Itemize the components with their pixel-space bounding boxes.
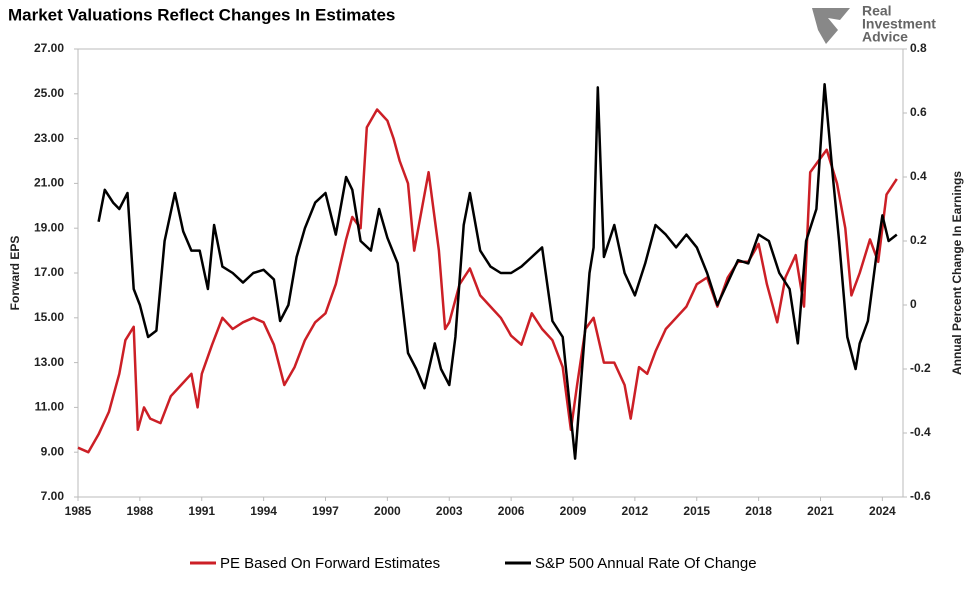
x-tick-label: 2012 [622, 504, 649, 518]
y2-tick-label: 0 [910, 297, 917, 311]
y-tick-label: 7.00 [41, 489, 65, 503]
line-series [77, 108, 898, 454]
y2-tick-label: 0.2 [910, 233, 927, 247]
legend-label: PE Based On Forward Estimates [220, 555, 440, 572]
legend-label: S&P 500 Annual Rate Of Change [535, 555, 757, 572]
line-series [97, 82, 898, 460]
y-tick-label: 27.00 [34, 41, 64, 55]
logo-mark [812, 8, 850, 44]
x-tick-label: 1985 [65, 504, 92, 518]
x-tick-label: 1997 [312, 504, 339, 518]
y-tick-label: 17.00 [34, 265, 64, 279]
x-tick-label: 2018 [745, 504, 772, 518]
chart-title: Market Valuations Reflect Changes In Est… [8, 5, 395, 24]
y-tick-label: 23.00 [34, 131, 64, 145]
y2-tick-label: 0.6 [910, 105, 927, 119]
x-tick-label: 2009 [560, 504, 587, 518]
x-tick-label: 1988 [127, 504, 154, 518]
y2-axis-label: Annual Percent Change In Earnings [950, 171, 964, 375]
x-tick-label: 2000 [374, 504, 401, 518]
x-tick-label: 2015 [683, 504, 710, 518]
logo-text: Advice [862, 29, 908, 45]
logo-text: Investment [862, 16, 936, 32]
x-tick-label: 2024 [869, 504, 896, 518]
y-tick-label: 19.00 [34, 220, 64, 234]
y-tick-label: 15.00 [34, 310, 64, 324]
x-tick-label: 2006 [498, 504, 525, 518]
x-tick-label: 1994 [250, 504, 277, 518]
x-tick-label: 2021 [807, 504, 834, 518]
logo: Real Investment Advice [812, 3, 936, 45]
x-tick-label: 2003 [436, 504, 463, 518]
y2-tick-label: -0.2 [910, 361, 931, 375]
y-tick-label: 11.00 [35, 400, 65, 414]
y2-tick-label: 0.4 [910, 169, 927, 183]
y-tick-label: 9.00 [41, 444, 65, 458]
y-tick-label: 13.00 [34, 355, 64, 369]
y2-tick-label: 0.8 [910, 41, 927, 55]
logo-text: Real [862, 3, 892, 19]
y-tick-label: 25.00 [34, 86, 64, 100]
x-tick-label: 1991 [188, 504, 215, 518]
y2-tick-label: -0.6 [910, 489, 931, 503]
y-tick-label: 21.00 [34, 176, 64, 190]
y2-tick-label: -0.4 [910, 425, 931, 439]
y-axis-label: Forward EPS [8, 236, 22, 311]
